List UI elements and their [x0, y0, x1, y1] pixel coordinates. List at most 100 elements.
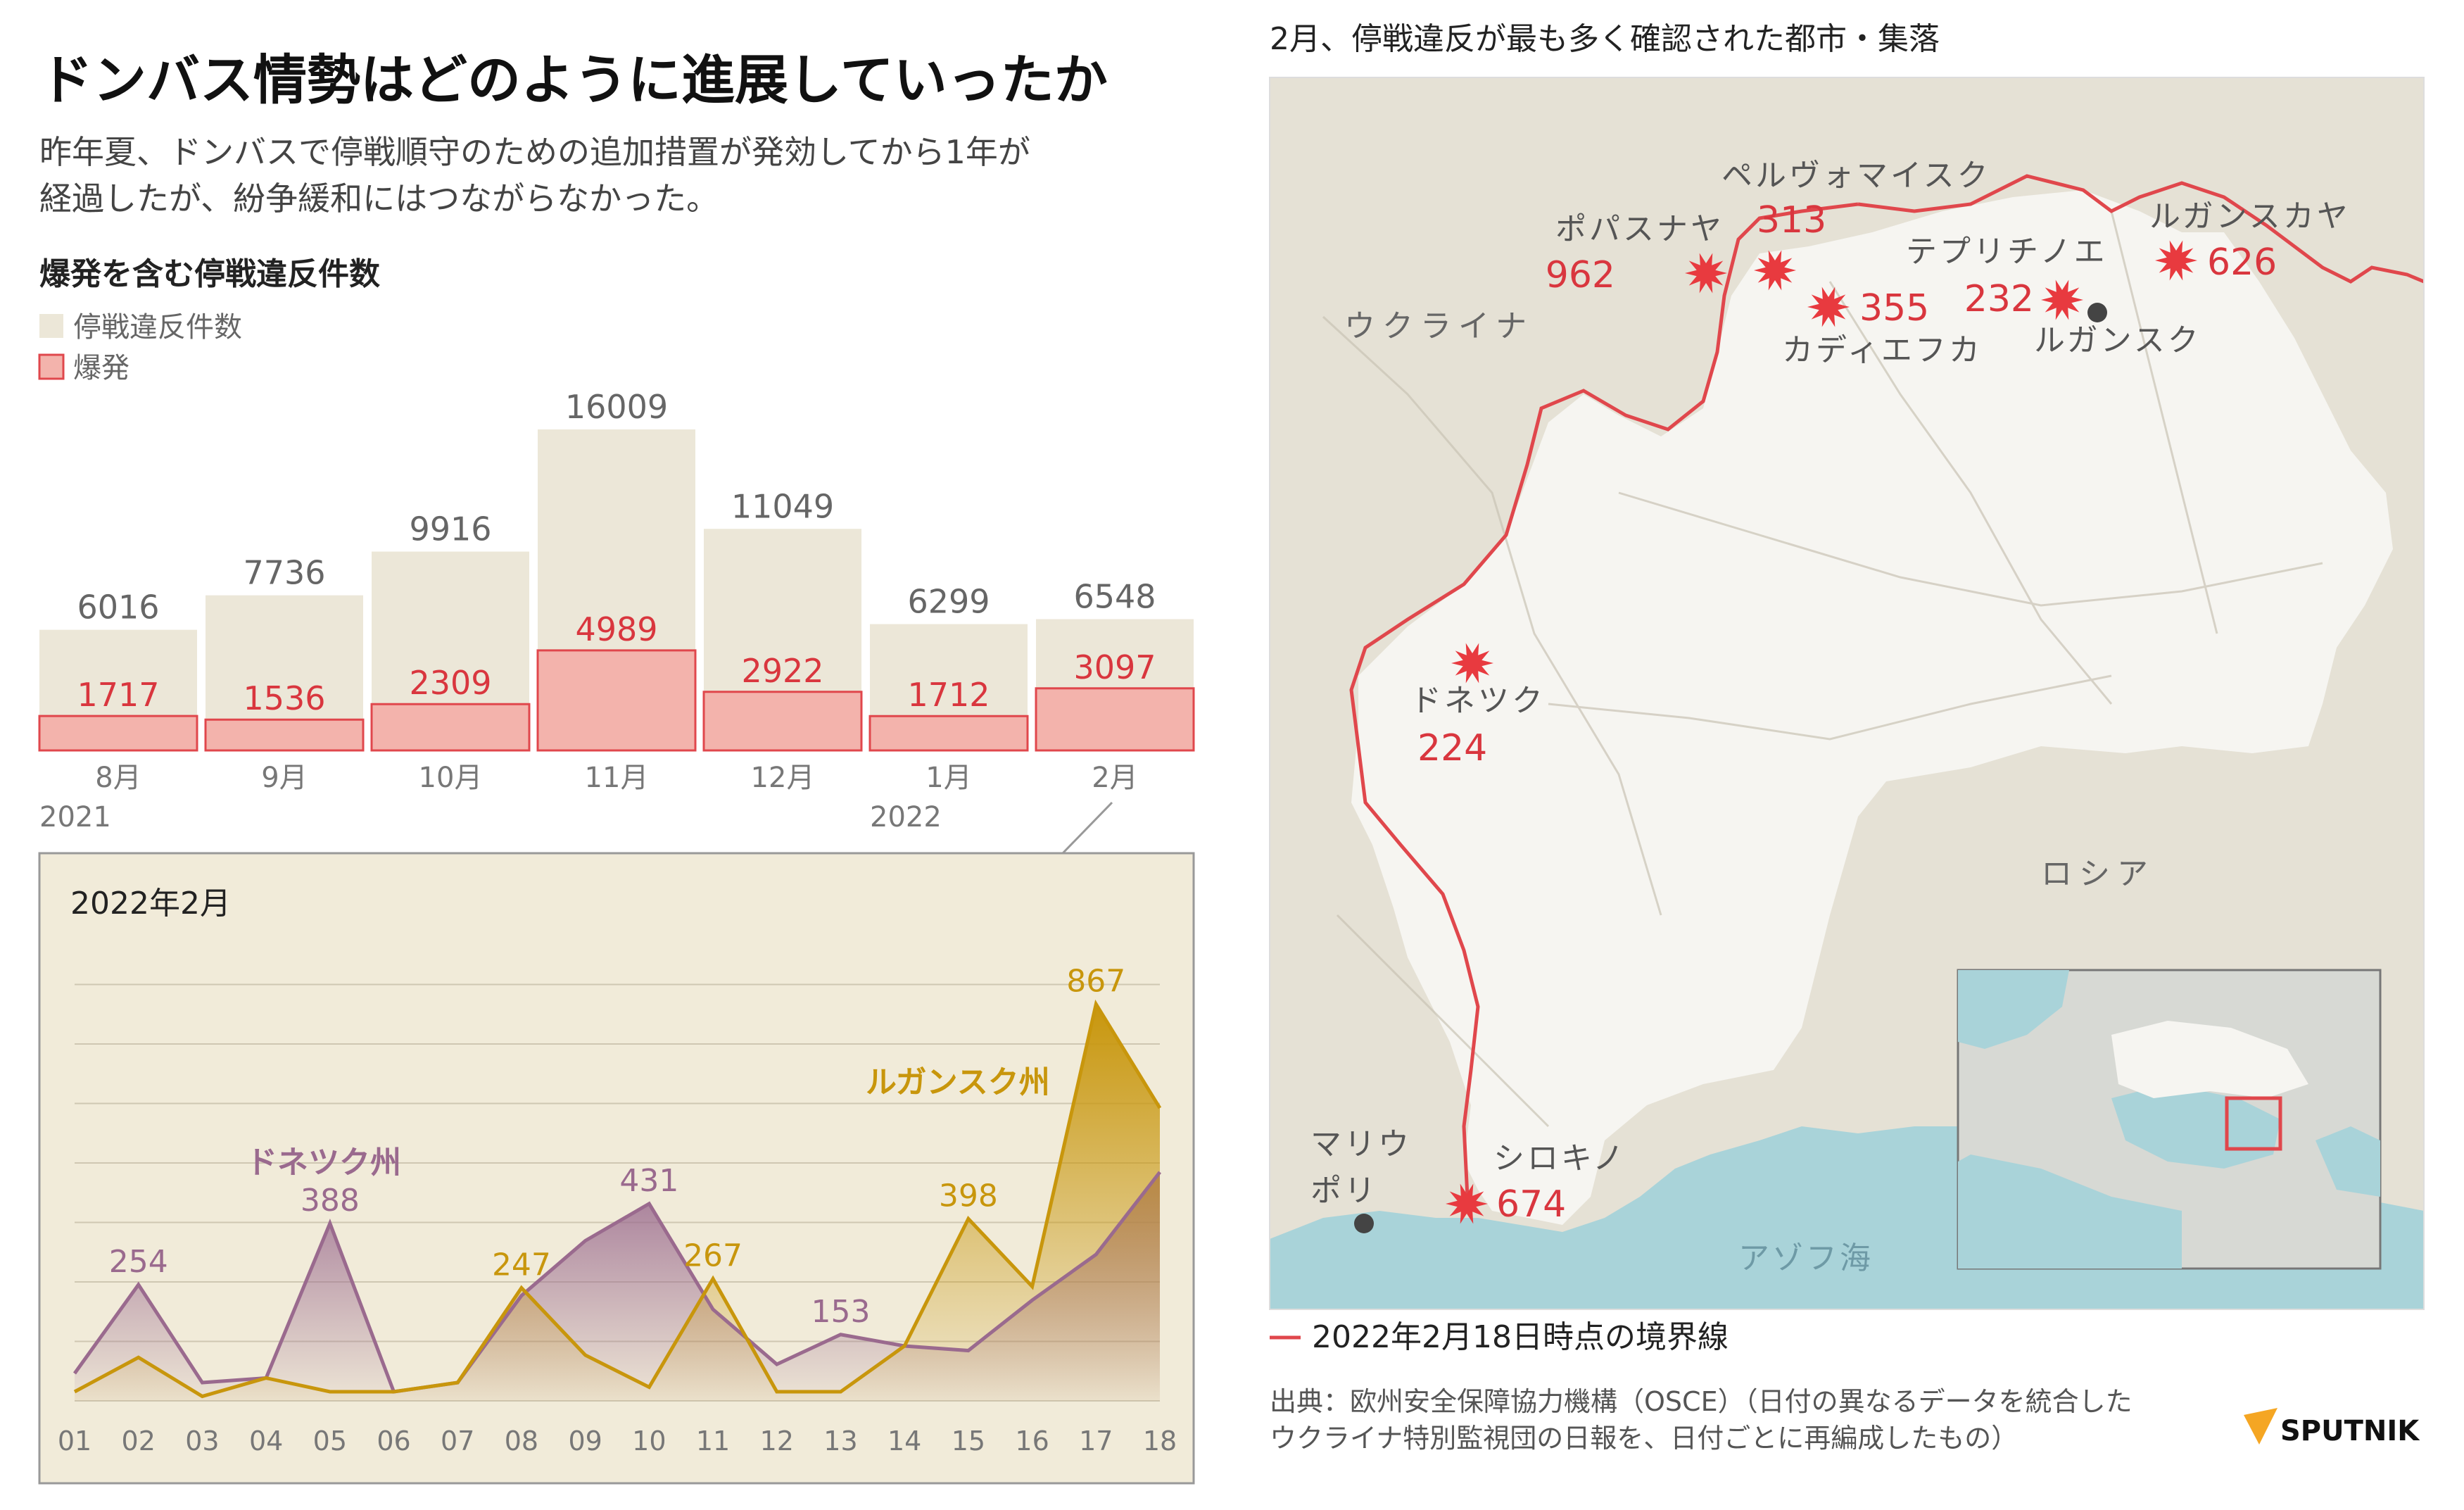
month-label: 10月: [419, 762, 483, 794]
day-label: 08: [505, 1426, 538, 1456]
explosion-icon: [1451, 643, 1493, 684]
area-lugansk: [75, 1004, 1160, 1401]
line-lugansk: [73, 999, 1162, 1399]
bar-total-label: 6016: [77, 589, 159, 627]
month-label: 12月: [751, 762, 815, 794]
explosion-icon: [2155, 240, 2197, 281]
city-name-luganskaya: ルガンスカヤ: [2149, 199, 2351, 234]
page-subtitle-line1: 昨年夏、ドンバスで停戦順守のための追加措置が発効してから1年が: [39, 133, 1030, 171]
sea-label-azov: アゾフ海: [1738, 1240, 1874, 1276]
map-donbas-area: [1351, 190, 2393, 1225]
day-label: 17: [1079, 1426, 1113, 1456]
point-label: 267: [683, 1238, 743, 1273]
bar-total-label: 7736: [243, 554, 325, 592]
city-name-shirokino: シロキノ: [1493, 1140, 1626, 1176]
day-label: 07: [441, 1426, 474, 1456]
capital-name-mariupol-line1: マリウ: [1310, 1126, 1412, 1162]
bar-total-label: 9916: [409, 510, 491, 548]
page-subtitle-line2: 経過したが、紛争緩和にはつながらなかった。: [39, 180, 719, 218]
day-label: 04: [249, 1426, 283, 1456]
bar-explosions-label: 1717: [77, 676, 159, 714]
series-label-lugansk: ルガンスク州: [866, 1064, 1050, 1100]
bar-explosions: [702, 691, 863, 752]
city-name-kadievka: カディエフカ: [1782, 332, 1983, 368]
point-label: 867: [1066, 963, 1125, 999]
legend-swatch-total: [39, 314, 63, 338]
legend-swatch-explosions: [38, 353, 65, 380]
month-label: 1月: [925, 762, 971, 794]
capital-name-lugansk: ルガンスク: [2034, 322, 2201, 358]
day-label: 06: [377, 1426, 410, 1456]
day-label: 14: [887, 1426, 921, 1456]
map-title: 2月、停戦違反が最も多く確認された都市・集落: [1270, 21, 1940, 57]
day-label: 18: [1143, 1426, 1177, 1456]
bar-explosions-label: 1712: [907, 676, 990, 714]
point-label: 247: [492, 1247, 551, 1283]
explosion-icon: [1446, 1183, 1488, 1224]
brand-logo-text: SPUTNIK: [2280, 1415, 2420, 1447]
city-value-donetsk: 224: [1417, 727, 1487, 769]
city-value-teplichnoe: 232: [1964, 278, 2034, 320]
region-label-russia: ロシア: [2041, 856, 2155, 892]
city-markers: [1446, 240, 2197, 1224]
locator-map: [1957, 969, 2382, 1270]
bar-total-label: 6548: [1073, 577, 1156, 615]
explosion-icon: [1754, 250, 1796, 291]
city-value-pervomaysk: 313: [1757, 199, 1826, 241]
bar-explosions-label: 1536: [243, 679, 325, 717]
day-label: 13: [823, 1426, 857, 1456]
capital-dot-mariupol: [1354, 1214, 1374, 1233]
month-label: 11月: [585, 762, 649, 794]
day-label: 09: [568, 1426, 602, 1456]
month-label: 2月: [1092, 762, 1137, 794]
bar-total-label: 6299: [907, 583, 990, 621]
city-name-teplichnoe: テプリチノエ: [1906, 234, 2108, 270]
city-value-luganskaya: 626: [2207, 241, 2277, 284]
point-label: 388: [301, 1183, 360, 1219]
map: ウクライナ ロシア アゾフ海 ポパスナヤ 962 ペルヴォマイスク 313 カデ…: [1269, 77, 2425, 1310]
day-label: 16: [1015, 1426, 1049, 1456]
line-donetsk: [72, 1171, 1161, 1394]
bar-explosions: [204, 718, 365, 752]
capital-dot-lugansk: [2087, 303, 2107, 322]
bar-explosions-label: 3097: [1073, 648, 1156, 686]
bar-explosions: [370, 703, 531, 752]
city-name-pervomaysk: ペルヴォマイスク: [1721, 158, 1991, 194]
bar-total-label: 16009: [565, 388, 668, 426]
point-label: 431: [619, 1163, 678, 1199]
month-label: 9月: [261, 762, 307, 794]
month-label: 8月: [95, 762, 141, 794]
point-label: 398: [939, 1178, 998, 1214]
point-label: 153: [811, 1294, 870, 1330]
sputnik-logo-icon: [2244, 1408, 2277, 1445]
page-title: ドンバス情勢はどのように進展していったか: [39, 49, 1108, 111]
day-label: 11: [696, 1426, 730, 1456]
bar-total-label: 11049: [731, 487, 834, 525]
bar-explosions-label: 4989: [575, 610, 657, 648]
point-label: 254: [109, 1244, 168, 1280]
day-label: 02: [122, 1426, 156, 1456]
explosion-icon: [1807, 287, 1850, 327]
explosion-icon: [2041, 279, 2083, 320]
source-line1: 出典：欧州安全保障協力機構（OSCE）（日付の異なるデータを統合した: [1270, 1386, 2133, 1417]
day-label: 03: [185, 1426, 219, 1456]
monthly-bar-chart: 6016 1717 8月 7736 1536 9月 9916 2309 10月 16009 4989…: [38, 388, 1195, 833]
source-line2: ウクライナ特別監視団の日報を、日付ごとに再編成したもの）: [1270, 1423, 2018, 1454]
map-roads: [1322, 210, 2323, 1128]
city-name-donetsk: ドネツク: [1410, 683, 1546, 719]
daily-chart-title: 2022年2月: [70, 886, 231, 921]
legend-explosions-label: 爆発: [73, 352, 129, 384]
legend-total-label: 停戦違反件数: [73, 311, 242, 344]
bar-explosions-label: 2309: [409, 664, 491, 702]
year-label: 2021: [39, 801, 111, 833]
year-label: 2022: [870, 801, 942, 833]
bar-explosions-label: 2922: [741, 652, 823, 690]
monthly-chart-title: 爆発を含む停戦違反件数: [39, 256, 380, 292]
bar-explosions: [536, 649, 697, 752]
bar-explosions: [868, 715, 1029, 752]
day-label: 05: [313, 1426, 347, 1456]
bar-explosions: [1035, 687, 1195, 752]
explosion-icon: [1685, 253, 1727, 294]
day-label: 15: [952, 1426, 985, 1456]
